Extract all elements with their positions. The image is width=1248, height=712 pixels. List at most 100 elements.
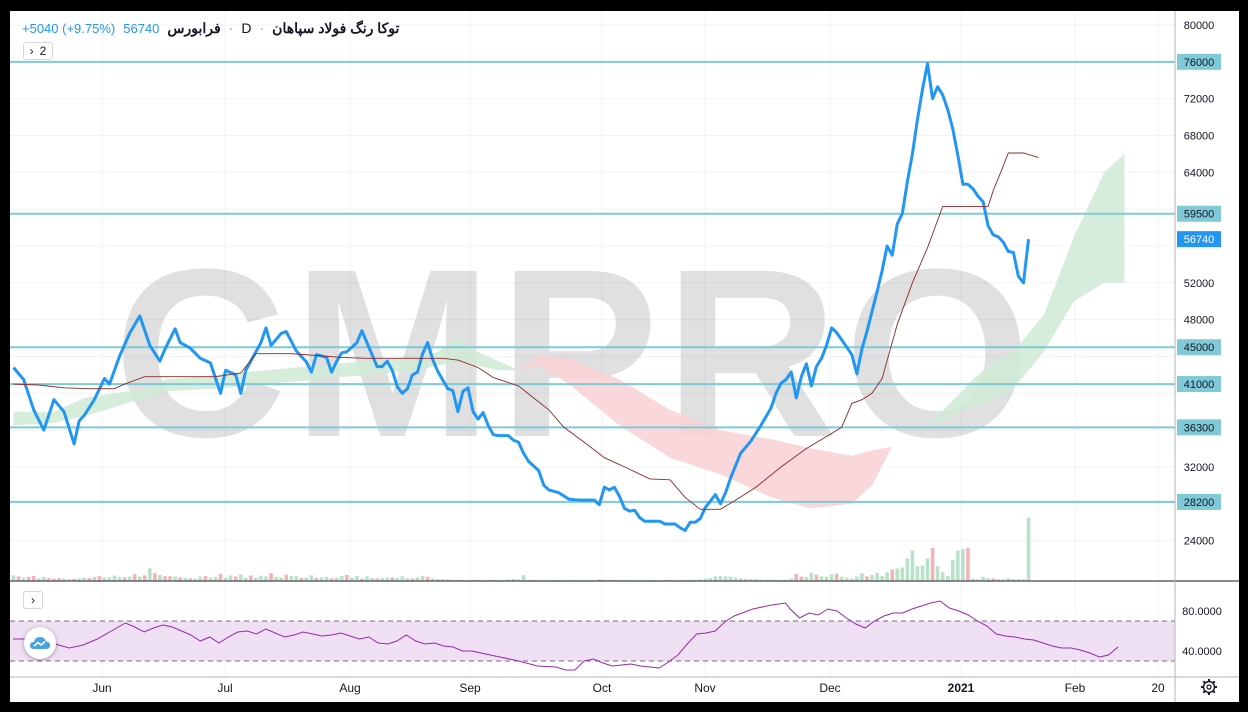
level-tag[interactable] bbox=[1177, 205, 1221, 222]
volume-bar bbox=[966, 547, 970, 581]
settings-gear-icon[interactable] bbox=[1201, 679, 1217, 695]
volume-bar bbox=[31, 575, 36, 581]
volume-bar bbox=[143, 575, 147, 581]
volume-bar bbox=[203, 576, 208, 581]
rsi-line bbox=[13, 600, 1119, 671]
volume-bar bbox=[819, 576, 824, 581]
volume-bar bbox=[375, 578, 379, 581]
cloud-icon bbox=[30, 637, 50, 649]
cloud-area-bear bbox=[518, 354, 893, 509]
volume-bar bbox=[961, 549, 965, 581]
volume-bar bbox=[799, 576, 804, 581]
volume-bar bbox=[395, 577, 400, 581]
price-tick-label: 64000 bbox=[1184, 167, 1215, 179]
price-tick-label: 32000 bbox=[1184, 462, 1215, 474]
volume-bar bbox=[87, 577, 92, 581]
interval[interactable]: D bbox=[241, 20, 252, 36]
volume-bar bbox=[945, 576, 950, 581]
level-tag[interactable] bbox=[1177, 376, 1221, 393]
volume-bar bbox=[1016, 579, 1021, 581]
volume-bars bbox=[11, 517, 1031, 581]
symbol-name[interactable]: توکا رنگ فولاد سپاهان bbox=[272, 19, 400, 36]
volume-bar bbox=[380, 577, 384, 581]
volume-bar bbox=[425, 576, 430, 581]
time-axis[interactable]: Jun Jul Aug Sep Oct Nov Dec 2021 Feb 20 bbox=[92, 681, 1165, 695]
volume-bar bbox=[834, 573, 839, 581]
volume-bar bbox=[21, 577, 26, 581]
volume-bar bbox=[789, 578, 793, 581]
volume-bar bbox=[415, 577, 420, 581]
price-axis[interactable]: 80000 76000 72000 68000 64000 59500 56740 52000… bbox=[1177, 20, 1222, 658]
level-tag[interactable] bbox=[1177, 339, 1221, 356]
last-price-tag[interactable] bbox=[1177, 231, 1221, 248]
volume-bar bbox=[168, 576, 172, 581]
time-tick-label: Oct bbox=[593, 681, 612, 695]
time-tick-label: Aug bbox=[339, 681, 360, 695]
volume-bar bbox=[708, 577, 713, 581]
chart-svg[interactable]: CMPRO 80000 76000 72000 68000 64000 59500 5674… bbox=[10, 11, 1239, 702]
volume-bar bbox=[339, 576, 344, 581]
volume-bar bbox=[824, 576, 829, 581]
volume-bar bbox=[754, 579, 758, 581]
volume-bar bbox=[92, 576, 97, 581]
volume-bar bbox=[188, 578, 193, 581]
dot-separator-icon: · bbox=[259, 20, 265, 36]
volume-bar bbox=[294, 575, 299, 581]
volume-bar bbox=[703, 578, 708, 581]
volume-bar bbox=[855, 576, 859, 581]
volume-bar bbox=[304, 577, 309, 581]
volume-bar bbox=[254, 577, 258, 581]
price-tick-label: 80000 bbox=[1184, 20, 1215, 32]
volume-bar bbox=[16, 576, 21, 581]
volume-bar bbox=[1021, 579, 1026, 581]
time-tick-label: 2021 bbox=[948, 681, 975, 695]
volume-bar bbox=[1001, 579, 1006, 581]
volume-bar bbox=[42, 577, 46, 581]
volume-bar bbox=[299, 577, 304, 581]
volume-bar bbox=[930, 547, 935, 581]
watermark: CMPRO bbox=[113, 219, 1036, 487]
time-tick-label: Jun bbox=[92, 681, 111, 695]
volume-bar bbox=[370, 577, 374, 581]
cloud-logo-icon[interactable] bbox=[24, 627, 56, 659]
volume-bar bbox=[178, 577, 182, 581]
volume-bar bbox=[238, 574, 243, 581]
volume-bar bbox=[1026, 517, 1031, 581]
volume-bar bbox=[723, 576, 728, 581]
volume-bar bbox=[410, 578, 415, 581]
volume-bar bbox=[153, 573, 157, 581]
last-price: 56740 bbox=[123, 20, 160, 36]
price-tick-label: 48000 bbox=[1184, 315, 1215, 327]
volume-bar bbox=[132, 574, 137, 581]
volume-bar bbox=[865, 576, 869, 581]
volume-bar bbox=[420, 575, 425, 581]
base-line bbox=[13, 152, 1039, 510]
price-tick-label: 68000 bbox=[1184, 130, 1215, 142]
indicators-toggle-button[interactable]: › 2 bbox=[23, 42, 53, 60]
volume-bar bbox=[1006, 578, 1011, 581]
volume-bar bbox=[698, 579, 703, 581]
level-tag[interactable] bbox=[1177, 53, 1221, 70]
volume-bar bbox=[956, 550, 960, 581]
volume-bar bbox=[57, 578, 61, 581]
volume-bar bbox=[77, 578, 81, 581]
time-tick-label: Nov bbox=[694, 681, 715, 695]
level-tag[interactable] bbox=[1177, 419, 1221, 436]
volume-bar bbox=[430, 578, 435, 581]
volume-bar bbox=[102, 577, 107, 581]
volume-bar bbox=[728, 576, 733, 581]
volume-bar bbox=[249, 575, 253, 581]
horizontal-levels[interactable] bbox=[10, 60, 1175, 503]
rsi-toggle-button[interactable]: › bbox=[23, 591, 43, 609]
watermark-text: CMPRO bbox=[113, 219, 1036, 487]
rsi-pane bbox=[10, 600, 1175, 671]
time-tick-label: 20 bbox=[1151, 681, 1165, 695]
volume-bar bbox=[228, 575, 233, 581]
volume-bar bbox=[733, 577, 738, 581]
volume-bar bbox=[329, 578, 334, 581]
volume-bar bbox=[385, 577, 389, 581]
volume-bar bbox=[743, 578, 748, 581]
level-tag[interactable] bbox=[1177, 493, 1221, 510]
volume-bar bbox=[440, 579, 445, 581]
